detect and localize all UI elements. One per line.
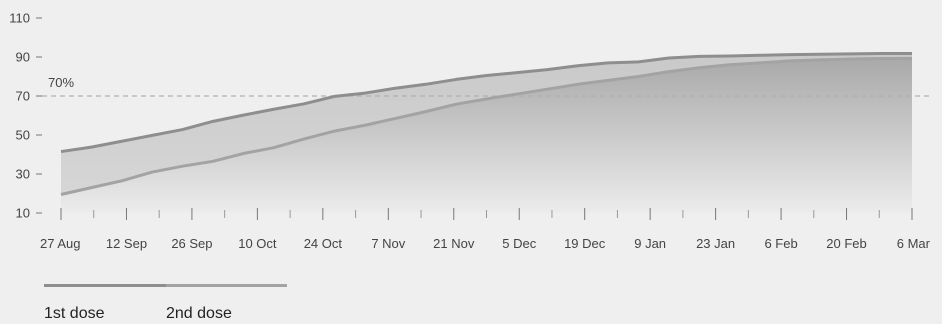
area-1st-dose-band bbox=[61, 53, 912, 195]
x-tick-label: 27 Aug bbox=[40, 236, 81, 251]
legend-item-1st-dose: 1st dose bbox=[44, 284, 166, 322]
y-tick-label: 10 bbox=[16, 206, 30, 221]
x-tick-label: 6 Mar bbox=[897, 236, 931, 251]
x-tick-label: 21 Nov bbox=[433, 236, 475, 251]
series-line-1st-dose bbox=[60, 51, 912, 154]
x-tick-label: 12 Sep bbox=[106, 236, 147, 251]
y-tick-label: 30 bbox=[16, 167, 30, 182]
x-tick-label: 24 Oct bbox=[304, 236, 343, 251]
x-tick-label: 9 Jan bbox=[634, 236, 666, 251]
x-tick-label: 10 Oct bbox=[238, 236, 277, 251]
x-tick-label: 26 Sep bbox=[171, 236, 212, 251]
y-tick-label: 70 bbox=[16, 89, 30, 104]
x-tick-label: 5 Dec bbox=[502, 236, 536, 251]
legend-swatch-2nd-dose bbox=[166, 284, 287, 287]
series-line-2nd-dose bbox=[60, 56, 913, 196]
x-axis: 27 Aug 12 Sep 26 Sep 10 Oct 24 Oct 7 Nov 21 No… bbox=[40, 208, 931, 251]
x-tick-label: 6 Feb bbox=[764, 236, 797, 251]
legend-item-2nd-dose: 2nd dose bbox=[166, 284, 287, 322]
reference-line: 70% bbox=[42, 75, 932, 97]
legend-swatch-1st-dose bbox=[44, 284, 166, 287]
y-tick-label: 110 bbox=[9, 11, 30, 26]
series-lines bbox=[60, 51, 913, 196]
areas bbox=[61, 53, 912, 213]
y-tick-label: 90 bbox=[16, 50, 30, 65]
vaccination-chart: 10 30 50 70 90 110 70% 27 Aug 12 Sep 26 Sep 10 O… bbox=[9, 11, 932, 251]
x-tick-label: 7 Nov bbox=[371, 236, 405, 251]
reference-line-label: 70% bbox=[48, 75, 74, 90]
x-tick-label: 20 Feb bbox=[826, 236, 866, 251]
y-tick-label: 50 bbox=[16, 128, 30, 143]
legend-label-1st-dose: 1st dose bbox=[44, 305, 105, 322]
x-tick-label: 19 Dec bbox=[564, 236, 606, 251]
legend-label-2nd-dose: 2nd dose bbox=[166, 305, 232, 322]
y-axis: 10 30 50 70 90 110 bbox=[9, 11, 42, 221]
x-tick-label: 23 Jan bbox=[696, 236, 735, 251]
area-2nd-dose bbox=[61, 58, 912, 213]
